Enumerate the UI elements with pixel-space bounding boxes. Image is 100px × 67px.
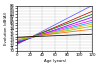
X-axis label: Age (years): Age (years) xyxy=(44,59,66,63)
Y-axis label: Evolution (dB(A)): Evolution (dB(A)) xyxy=(4,11,8,45)
